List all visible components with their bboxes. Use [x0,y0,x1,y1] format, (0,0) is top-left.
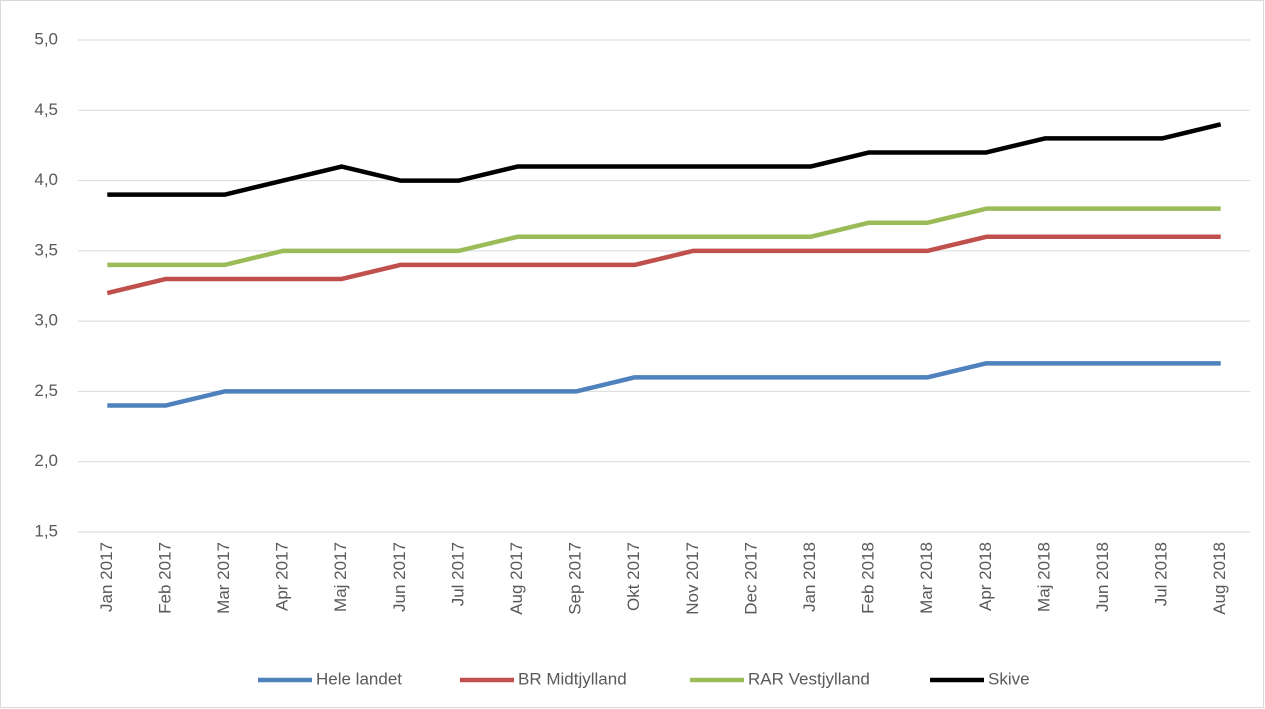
legend-label: Skive [988,669,1030,688]
x-tick-label: Okt 2017 [624,542,643,611]
y-tick-label: 5,0 [34,29,58,48]
x-tick-label: Jul 2017 [448,542,467,606]
x-tick-label: Jul 2018 [1152,542,1171,606]
x-tick-label: Feb 2017 [155,542,174,614]
y-tick-label: 1,5 [34,521,58,540]
x-tick-label: Mar 2018 [917,542,936,614]
x-tick-label: Aug 2017 [507,542,526,615]
x-tick-label: Jan 2018 [800,542,819,612]
x-tick-label: Jun 2018 [1093,542,1112,612]
legend-label: RAR Vestjylland [748,669,870,688]
series-line [107,206,1221,268]
y-tick-label: 3,0 [34,311,58,330]
legend-label: Hele landet [316,669,402,688]
x-tick-label: Apr 2018 [976,542,995,611]
x-tick-label: Sep 2017 [566,542,585,615]
x-tick-label: Aug 2018 [1210,542,1229,615]
x-tick-label: Nov 2017 [683,542,702,615]
legend-label: BR Midtjylland [518,669,627,688]
x-tick-label: Feb 2018 [859,542,878,614]
y-tick-label: 3,5 [34,240,58,259]
y-tick-label: 4,5 [34,100,58,119]
x-tick-label: Jun 2017 [390,542,409,612]
x-tick-label: Mar 2017 [214,542,233,614]
x-tick-label: Apr 2017 [273,542,292,611]
x-tick-label: Maj 2017 [331,542,350,612]
x-tick-label: Maj 2018 [1034,542,1053,612]
x-tick-label: Dec 2017 [741,542,760,615]
series-line [106,234,1221,296]
y-tick-label: 2,0 [34,451,58,470]
series-line [107,361,1221,408]
y-tick-label: 2,5 [34,381,58,400]
y-tick-label: 4,0 [34,170,58,189]
x-tick-label: Jan 2017 [97,542,116,612]
series-line [107,122,1222,197]
